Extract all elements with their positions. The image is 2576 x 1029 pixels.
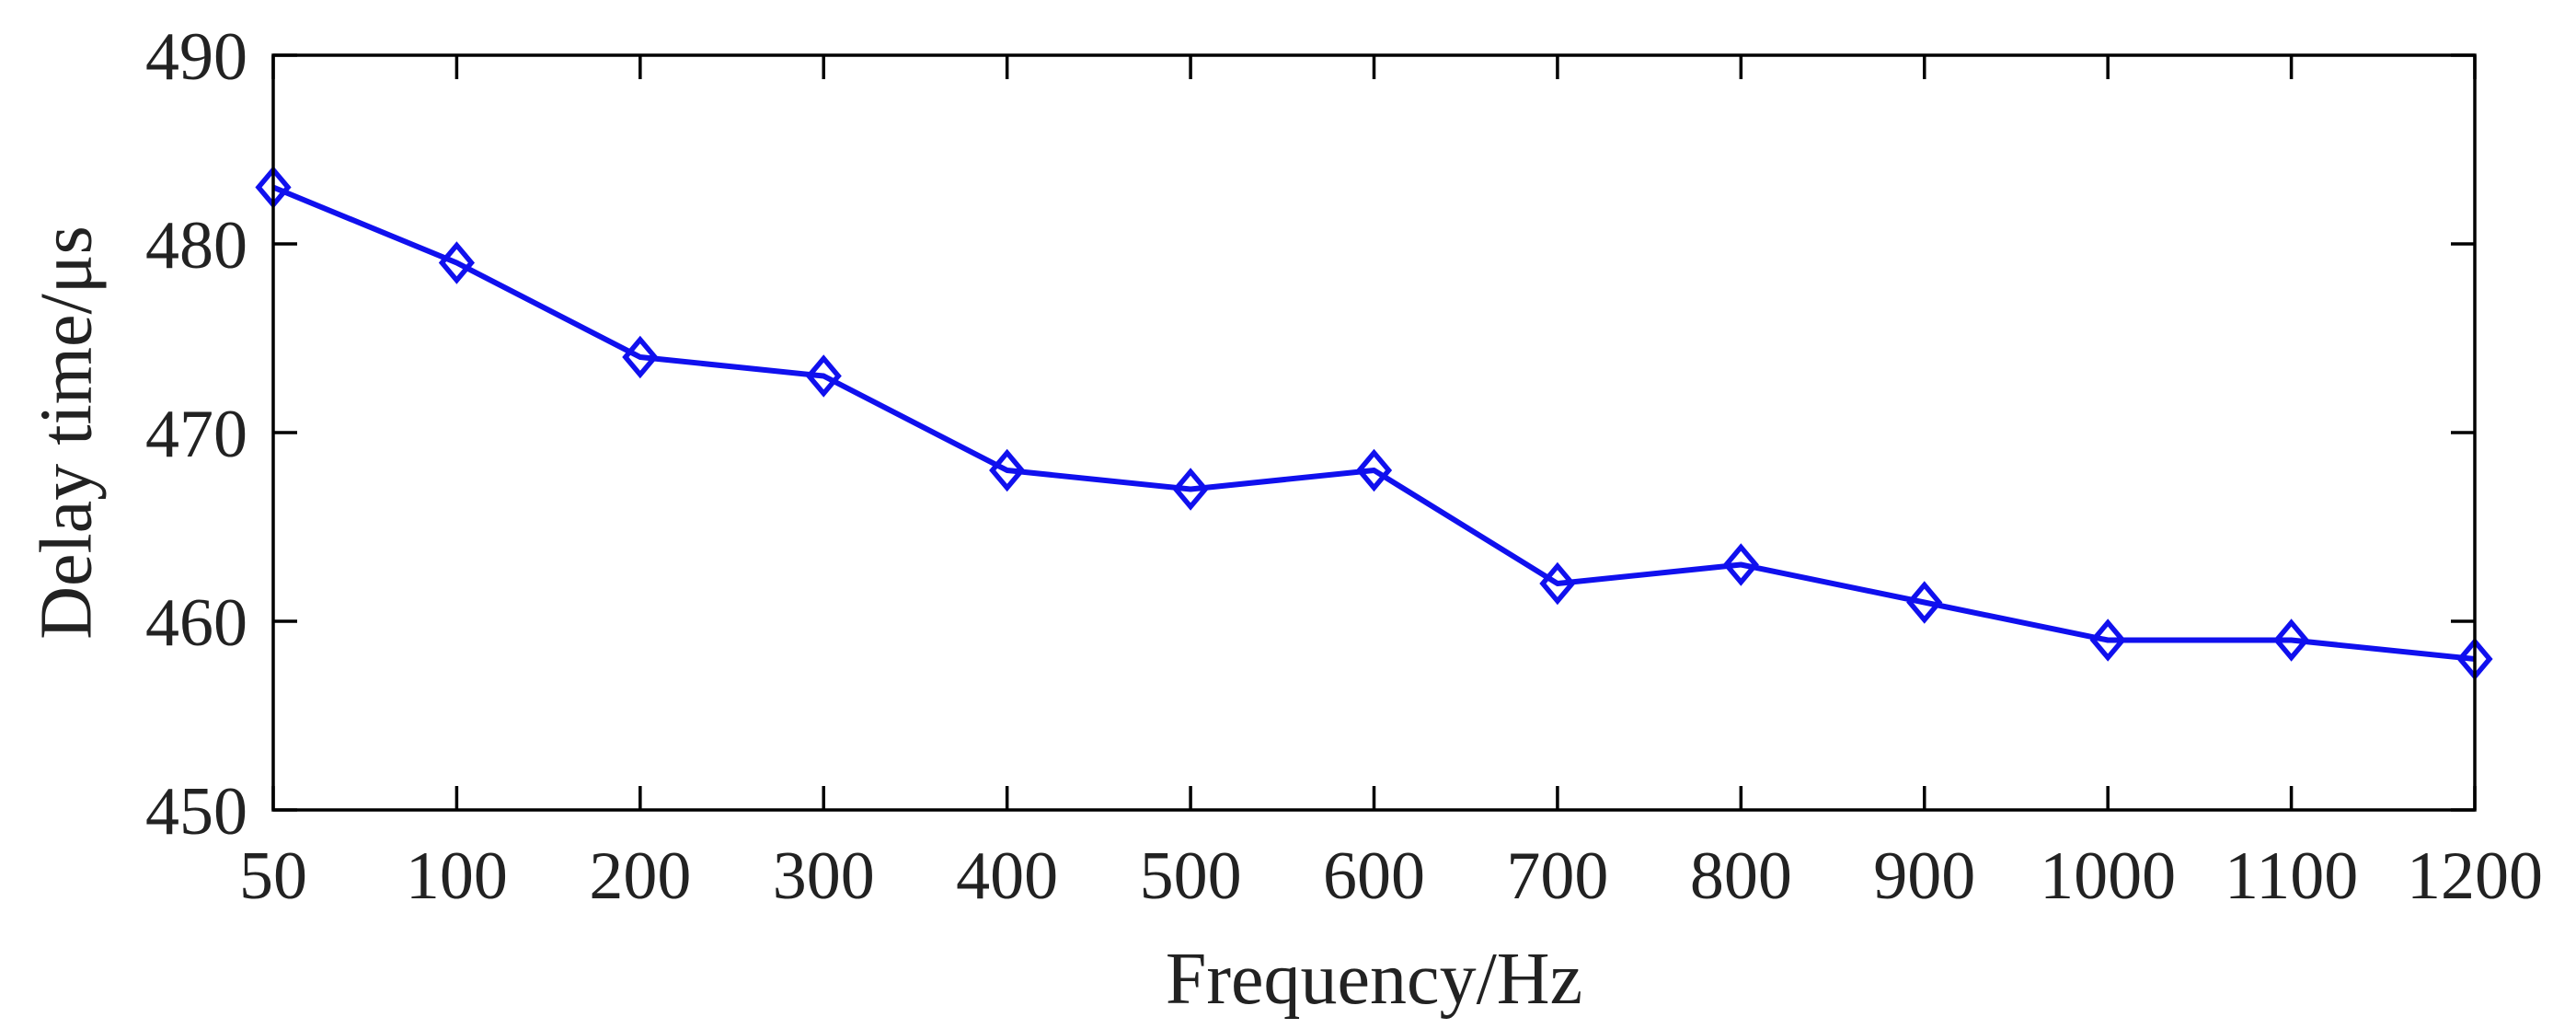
x-tick-label: 600 xyxy=(1323,838,1425,914)
data-point-marker xyxy=(1539,561,1576,606)
data-point-marker xyxy=(2089,619,2126,662)
x-tick-label: 200 xyxy=(589,838,691,914)
series-line xyxy=(271,184,2476,662)
x-tick-label: 800 xyxy=(1690,838,1792,914)
data-point-marker xyxy=(1172,468,1209,511)
y-tick-label: 490 xyxy=(145,19,247,95)
series-layer xyxy=(255,166,2493,681)
plot-area-frame xyxy=(271,53,2477,812)
x-tick-label: 1200 xyxy=(2407,838,2543,914)
x-tick-label: 100 xyxy=(406,838,508,914)
data-point-marker xyxy=(805,354,842,398)
y-tick-label: 460 xyxy=(145,585,247,661)
x-tick-label: 50 xyxy=(239,838,307,914)
x-tick-label: 1000 xyxy=(2040,838,2176,914)
x-tick-label: 400 xyxy=(956,838,1058,914)
x-tick-label: 900 xyxy=(1873,838,1975,914)
data-point-marker xyxy=(2272,619,2310,662)
data-point-marker xyxy=(1722,543,1759,586)
data-point-marker xyxy=(1355,448,1393,492)
x-axis-ticks: 50 100 200 300 400 500 600 700 800 900 1000 1100 120… xyxy=(239,55,2543,914)
x-axis-label: Frequency/Hz xyxy=(1166,939,1582,1020)
x-tick-label: 1100 xyxy=(2225,838,2358,914)
data-point-marker xyxy=(622,335,659,379)
x-tick-label: 500 xyxy=(1140,838,1242,914)
x-tick-label: 300 xyxy=(773,838,875,914)
y-tick-label: 480 xyxy=(145,208,247,283)
y-axis-ticks: 450 460 470 480 490 xyxy=(145,19,2475,850)
y-tick-label: 470 xyxy=(145,397,247,472)
x-tick-label: 700 xyxy=(1506,838,1608,914)
data-point-marker xyxy=(989,448,1026,492)
y-tick-label: 450 xyxy=(145,774,247,850)
data-point-marker xyxy=(1906,581,1943,624)
data-point-marker xyxy=(438,241,476,284)
y-axis-label: Delay time/μs xyxy=(26,225,107,639)
